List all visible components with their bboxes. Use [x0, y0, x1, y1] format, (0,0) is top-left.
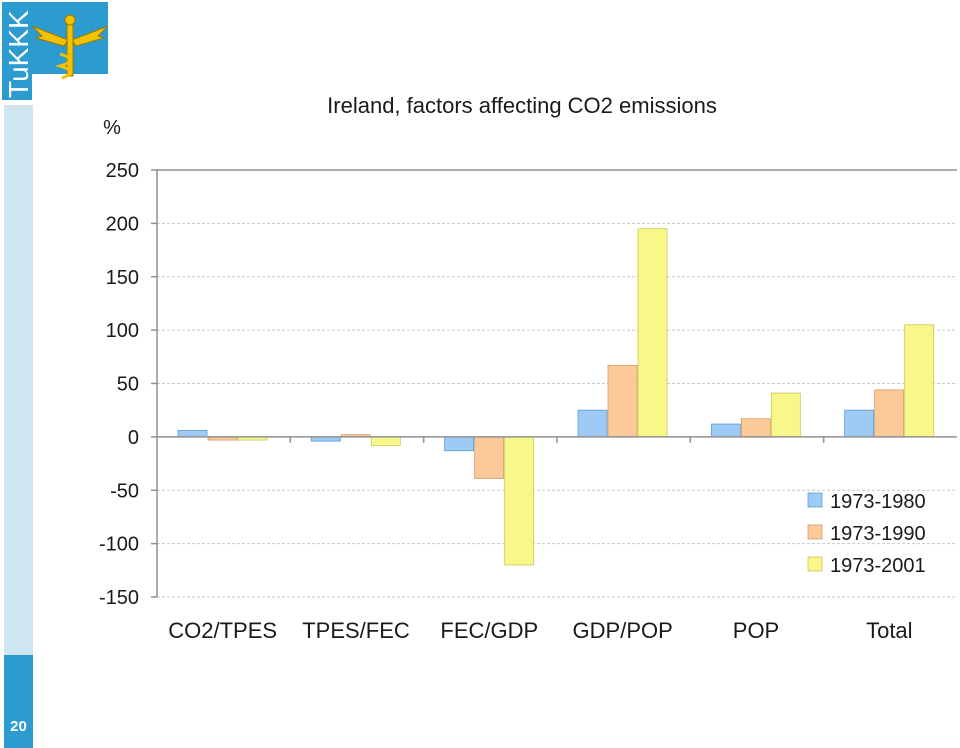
- legend-swatch: [807, 492, 823, 508]
- x-category-label: Total: [866, 618, 912, 643]
- chart-title: Ireland, factors affecting CO2 emissions: [327, 93, 717, 118]
- x-category-label: POP: [733, 618, 779, 643]
- slide-number: 20: [10, 718, 27, 735]
- y-tick-label: -50: [110, 480, 139, 502]
- sidebar-strip-dark: [4, 655, 33, 748]
- bar-tpes-fec-series-3: [370, 436, 401, 446]
- bar-pop-series-2: [740, 418, 771, 438]
- y-tick-label: 50: [117, 374, 139, 396]
- tukkk-logo: TuKKK: [2, 2, 109, 100]
- bar-gdp-pop-series-3: [637, 228, 668, 438]
- logo-side-band: [2, 2, 32, 100]
- legend-swatch: [807, 556, 823, 572]
- sidebar-strip-light: [4, 105, 33, 655]
- x-category-label: TPES/FEC: [302, 618, 410, 643]
- legend-label: 1973-1980: [830, 491, 926, 513]
- y-tick-label: 200: [106, 213, 139, 235]
- logo-text: TuKKK: [3, 10, 34, 98]
- y-tick-label: 0: [128, 427, 139, 449]
- category-labels: CO2/TPES TPES/FEC FEC/GDP GDP/POP POP Total: [168, 618, 912, 643]
- y-tick-label: 100: [106, 320, 139, 342]
- y-axis-ticks: 250 200 150 100 50 0 -50 -100 -150: [99, 160, 139, 609]
- bar-fec-gdp-series-1: [444, 436, 475, 452]
- bar-co2-tpes-series-1: [177, 430, 208, 438]
- bar-fec-gdp-series-3: [504, 436, 535, 566]
- x-category-label: CO2/TPES: [168, 618, 277, 643]
- bar-pop-series-3: [770, 392, 801, 438]
- legend: 1973-1980 1973-1990 1973-2001: [807, 491, 926, 577]
- y-axis-unit-label: %: [103, 117, 121, 139]
- axes: [151, 169, 957, 598]
- bars: [177, 228, 935, 566]
- bar-total-series-3: [904, 324, 935, 438]
- y-tick-label: -100: [99, 534, 139, 556]
- bar-fec-gdp-series-2: [474, 436, 505, 479]
- bar-pop-series-1: [710, 423, 741, 438]
- legend-label: 1973-2001: [830, 555, 926, 577]
- bar-total-series-1: [844, 409, 875, 438]
- x-category-label: GDP/POP: [573, 618, 673, 643]
- bar-total-series-2: [874, 389, 905, 438]
- bar-gdp-pop-series-1: [577, 409, 608, 438]
- y-tick-label: 150: [106, 267, 139, 289]
- gridlines: [157, 222, 957, 598]
- legend-label: 1973-1990: [830, 523, 926, 545]
- legend-swatch: [807, 524, 823, 540]
- x-category-label: FEC/GDP: [440, 618, 538, 643]
- caduceus-wings-icon: [31, 14, 109, 80]
- y-tick-label: -150: [99, 587, 139, 609]
- bar-gdp-pop-series-2: [607, 364, 638, 438]
- y-tick-label: 250: [106, 160, 139, 182]
